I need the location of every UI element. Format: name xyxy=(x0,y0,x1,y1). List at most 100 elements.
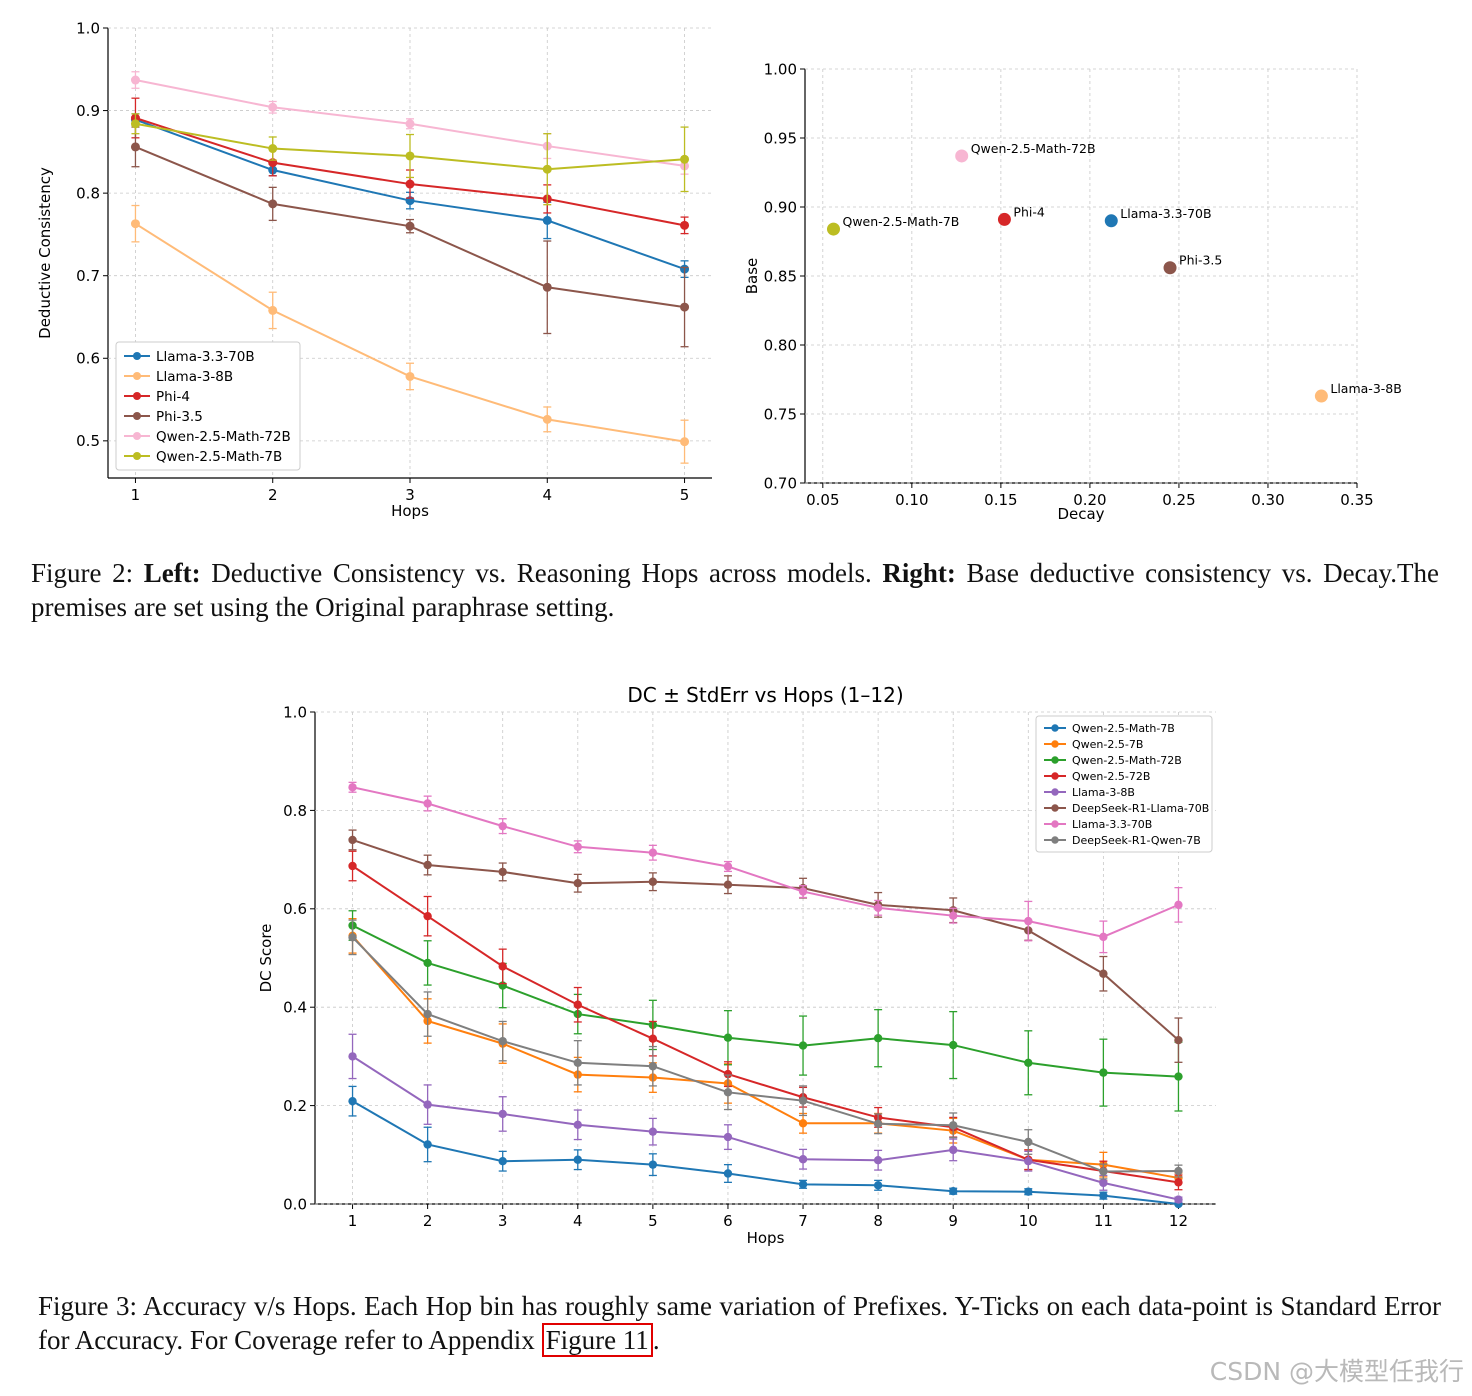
data-point xyxy=(648,1127,658,1136)
data-point xyxy=(405,179,415,189)
data-point xyxy=(423,958,432,968)
fig3-text: Figure 3: Accuracy v/s Hops. Each Hop bi… xyxy=(38,1291,1441,1355)
legend-label: Qwen-2.5-Math-7B xyxy=(1072,722,1175,735)
x-tick-label: 5 xyxy=(680,486,690,504)
figure-3-caption: Figure 3: Accuracy v/s Hops. Each Hop bi… xyxy=(38,1289,1441,1357)
legend-swatch-marker xyxy=(1051,788,1059,796)
data-point xyxy=(405,371,415,381)
x-tick-label: 0.20 xyxy=(1073,491,1106,509)
data-point xyxy=(723,1069,733,1079)
legend-item-deepseek-r1-llama-70b: DeepSeek-R1-Llama-70B xyxy=(1044,802,1209,815)
watermark: CSDN @大模型任我行 xyxy=(1209,1357,1464,1386)
point-label: Qwen-2.5-Math-7B xyxy=(842,214,959,229)
data-point xyxy=(648,877,658,886)
legend-label: Llama-3-8B xyxy=(156,369,233,385)
x-tick-label: 0.35 xyxy=(1340,491,1373,509)
data-point xyxy=(798,1041,808,1050)
x-axis-label: Decay xyxy=(1057,505,1104,523)
legend-label: Phi-3.5 xyxy=(156,409,203,425)
data-point xyxy=(873,1119,883,1129)
data-point xyxy=(1099,932,1108,942)
series-llama-3-8b xyxy=(130,204,690,464)
x-tick-label: 0.15 xyxy=(984,491,1017,509)
data-point xyxy=(348,861,357,871)
data-point xyxy=(498,1156,507,1166)
scatter-point xyxy=(826,222,840,236)
data-point xyxy=(648,1160,658,1169)
x-tick-label: 1 xyxy=(131,486,141,504)
x-tick-label: 0.10 xyxy=(895,491,928,509)
data-point xyxy=(573,1120,582,1129)
series-phi-3-5 xyxy=(130,126,690,348)
legend: Llama-3.3-70B Llama-3-8B Phi-4 Phi-3.5 Qwen-… xyxy=(115,341,301,471)
x-axis-label: Hops xyxy=(391,502,429,520)
x-tick-label: 2 xyxy=(423,1212,433,1230)
data-point xyxy=(648,848,658,857)
series-line xyxy=(352,924,1179,1078)
legend-item-qwen-2-5-math-7b: Qwen-2.5-Math-7B xyxy=(124,449,282,465)
data-point xyxy=(1174,900,1183,910)
series-line xyxy=(352,838,1180,1041)
y-tick-label: 0.0 xyxy=(283,1195,307,1213)
legend-box xyxy=(1035,715,1213,853)
data-point xyxy=(949,1040,958,1050)
data-point xyxy=(723,880,733,889)
legend-label: Llama-3.3-70B xyxy=(1072,818,1152,831)
y-tick-label: 0.80 xyxy=(764,336,797,354)
fig2-left-text: Deductive Consistency vs. Reasoning Hops… xyxy=(200,558,883,588)
legend-label: Llama-3-8B xyxy=(1072,786,1135,799)
x-tick-label: 0.25 xyxy=(1162,491,1195,509)
series-llama-3-8b xyxy=(348,1033,1183,1204)
data-point xyxy=(405,221,415,231)
y-axis-label: DC Score xyxy=(257,924,275,993)
x-tick-label: 0.05 xyxy=(806,491,839,509)
data-point xyxy=(723,1033,733,1042)
data-point xyxy=(680,437,690,447)
legend-item-llama-3-8b: Llama-3-8B xyxy=(124,369,233,385)
chart-title: DC ± StdErr vs Hops (1–12) xyxy=(627,683,903,707)
legend-item-qwen-2-5-math-72b: Qwen-2.5-Math-72B xyxy=(124,429,291,445)
y-tick-label: 1.0 xyxy=(76,19,100,37)
y-tick-label: 0.5 xyxy=(76,432,100,450)
data-point xyxy=(498,1109,507,1119)
data-point xyxy=(1024,1058,1033,1067)
data-point xyxy=(348,933,357,942)
x-tick-label: 3 xyxy=(405,486,415,504)
point-qwen-2-5-math-7b: Qwen-2.5-Math-7B xyxy=(826,214,959,236)
y-tick-label: 0.70 xyxy=(764,474,797,492)
data-point xyxy=(798,1096,808,1105)
data-point xyxy=(1024,1137,1033,1147)
data-point xyxy=(423,860,432,870)
legend-item-deepseek-r1-qwen-7b: DeepSeek-R1-Qwen-7B xyxy=(1044,834,1201,847)
y-tick-label: 0.85 xyxy=(764,267,797,285)
point-llama-3-3-70b: Llama-3.3-70B xyxy=(1104,206,1212,228)
series-line xyxy=(351,935,1179,1179)
data-point xyxy=(542,164,552,174)
data-point xyxy=(130,75,140,85)
series-line xyxy=(351,865,1179,1184)
data-point xyxy=(1099,1167,1108,1176)
data-point xyxy=(542,414,552,424)
data-point xyxy=(949,1187,958,1196)
data-point xyxy=(348,1052,357,1061)
data-point xyxy=(573,842,582,852)
data-point xyxy=(542,282,552,292)
legend-swatch-marker xyxy=(133,412,141,420)
data-point xyxy=(873,903,883,913)
data-point xyxy=(1174,1035,1183,1045)
data-point xyxy=(723,1088,733,1097)
figure-11-link[interactable]: Figure 11 xyxy=(541,1323,653,1357)
data-point xyxy=(573,1058,582,1067)
data-point xyxy=(573,1155,582,1164)
x-tick-label: 7 xyxy=(798,1212,808,1230)
data-point xyxy=(348,1096,357,1106)
legend: Qwen-2.5-Math-7B Qwen-2.5-7B Qwen-2.5-Math… xyxy=(1035,715,1213,853)
legend-swatch-marker xyxy=(133,432,141,440)
data-point xyxy=(949,911,958,920)
legend-swatch-marker xyxy=(1051,820,1059,828)
fig2-prefix: Figure 2: xyxy=(31,558,144,588)
point-label: Phi-4 xyxy=(1013,204,1044,219)
series-qwen-2-5-7b xyxy=(348,917,1183,1184)
data-point xyxy=(1024,1187,1033,1196)
data-point xyxy=(798,1155,808,1164)
